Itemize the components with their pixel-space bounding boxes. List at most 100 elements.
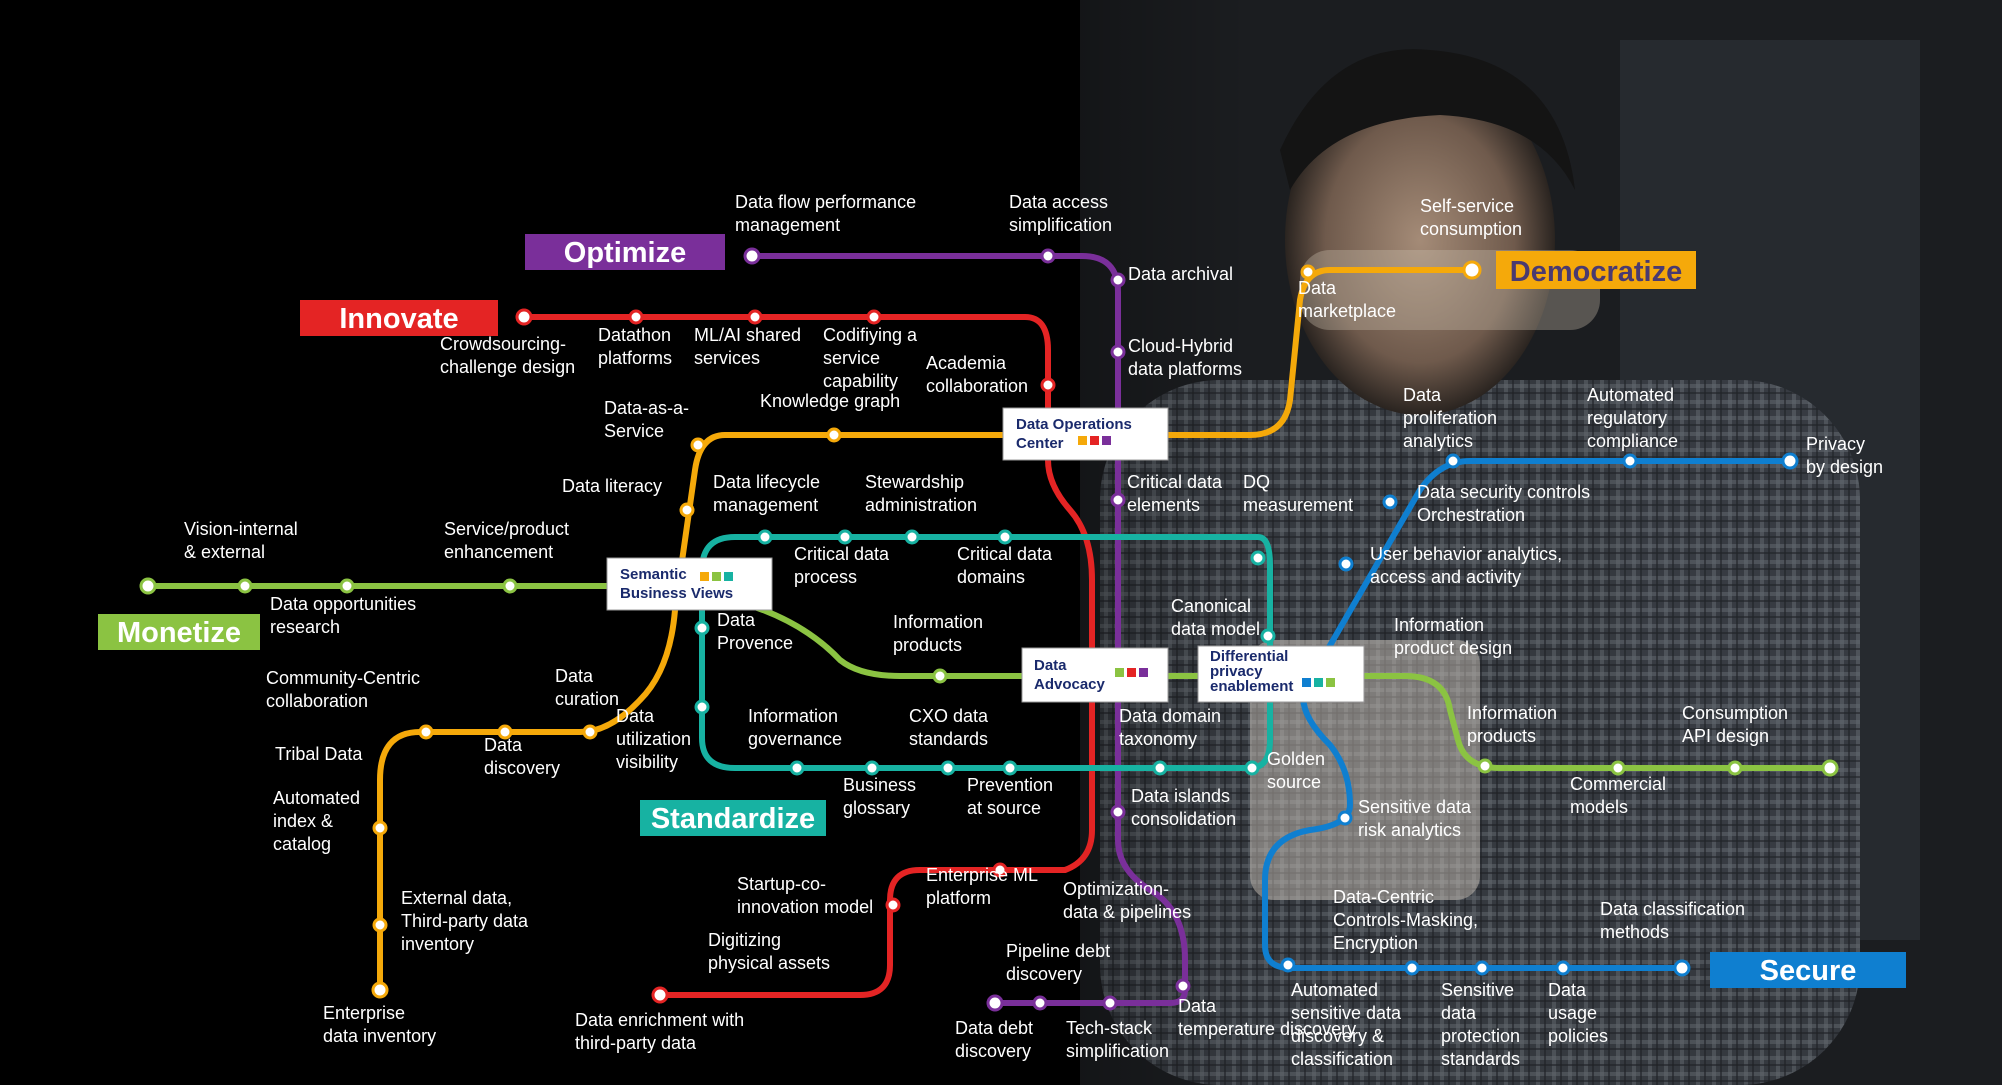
station-label-innovate: Datathon platforms xyxy=(598,325,672,368)
station-label-secure: Sensitive data protection standards xyxy=(1441,980,1520,1069)
station-dot xyxy=(1280,957,1296,973)
station-label-monetize: Information products xyxy=(1467,703,1557,746)
hub-label: Semantic Business Views xyxy=(620,566,733,602)
station-label-democratize: Tribal Data xyxy=(275,744,363,764)
station-dot xyxy=(1102,995,1118,1011)
optimize-banner: Optimize xyxy=(525,234,725,270)
station-dot xyxy=(1477,758,1493,774)
station-label-democratize: Community-Centric collaboration xyxy=(266,668,420,711)
station-dot xyxy=(757,529,773,545)
station-label-innovate: Digitizing physical assets xyxy=(708,930,830,973)
secure-line xyxy=(1262,458,1793,971)
station-label-democratize: Knowledge graph xyxy=(760,391,900,411)
station-label-optimize: Pipeline debt discovery xyxy=(1006,941,1110,984)
station-dot xyxy=(690,437,706,453)
station-dot xyxy=(1727,760,1743,776)
station-dot xyxy=(1032,995,1048,1011)
station-dot xyxy=(372,820,388,836)
station-label-secure: Data-Centric Controls-Masking, Encryption xyxy=(1333,887,1478,953)
station-dot xyxy=(1673,959,1691,977)
station-label-secure: Data classification methods xyxy=(1600,899,1745,942)
democratize-banner: Democratize xyxy=(1496,251,1696,289)
hub-label: Data Operations Center xyxy=(1016,416,1132,452)
station-dot xyxy=(1821,759,1839,777)
station-label-optimize: Data archival xyxy=(1128,264,1233,284)
innovate-banner: Innovate xyxy=(300,300,498,336)
station-dot xyxy=(515,308,533,326)
station-label-standardize: Information governance xyxy=(748,706,842,749)
optimize-title: Optimize xyxy=(564,237,686,269)
secure-banner: Secure xyxy=(1710,952,1906,988)
standardize-title: Standardize xyxy=(651,803,815,835)
station-label-secure: Automated sensitive data discovery & classi… xyxy=(1291,980,1402,1069)
station-dot xyxy=(237,578,253,594)
station-dot xyxy=(864,760,880,776)
station-label-standardize: Business glossary xyxy=(843,775,916,818)
hub-semantic-business-views: Semantic Business Views xyxy=(606,557,773,611)
station-dot xyxy=(1040,248,1056,264)
station-dot xyxy=(826,427,842,443)
democratize-title: Democratize xyxy=(1510,256,1682,288)
station-label-standardize: Data lifecycle management xyxy=(713,472,820,515)
station-label-optimize: Cloud-Hybrid data platforms xyxy=(1128,336,1242,379)
station-label-democratize: Self-service consumption xyxy=(1420,196,1522,239)
station-label-democratize: Data-as-a-Service xyxy=(604,398,689,441)
station-dot xyxy=(694,699,710,715)
station-label-standardize: Canonical data model xyxy=(1171,596,1260,639)
station-dot xyxy=(986,994,1004,1012)
station-label-monetize: Service/product enhancement xyxy=(444,519,569,562)
station-label-standardize: Prevention at source xyxy=(967,775,1053,818)
station-label-optimize: Data temperature discovery xyxy=(1178,996,1356,1039)
station-label-democratize: Data literacy xyxy=(562,476,662,496)
optimize-line xyxy=(749,253,1188,1006)
station-label-innovate: ML/AI shared services xyxy=(694,325,801,368)
station-label-innovate: Enterprise ML platform xyxy=(926,865,1038,908)
station-dot xyxy=(1175,978,1191,994)
station-dot xyxy=(1244,760,1260,776)
station-dot xyxy=(1555,960,1571,976)
station-label-secure: User behavior analytics, access and activ… xyxy=(1370,544,1562,587)
station-label-democratize: External data, Third-party data inventory xyxy=(401,888,529,954)
station-dot xyxy=(789,760,805,776)
hub-data-operations-center: Data Operations Center xyxy=(1002,407,1169,461)
station-label-standardize: Data utilization visibility xyxy=(616,706,691,772)
station-dot xyxy=(1622,453,1638,469)
station-label-innovate: Academia collaboration xyxy=(926,353,1028,396)
station-dot xyxy=(932,668,948,684)
station-label-secure: Automated regulatory compliance xyxy=(1587,385,1678,451)
station-dot xyxy=(497,724,513,740)
station-label-monetize: Consumption API design xyxy=(1682,703,1788,746)
station-label-optimize: Tech-stack simplification xyxy=(1066,1018,1169,1061)
station-dot xyxy=(1781,452,1799,470)
standardize-banner: Standardize xyxy=(640,800,826,836)
station-label-secure: Data proliferation analytics xyxy=(1403,385,1497,451)
station-label-democratize: Automated index & catalog xyxy=(273,788,360,854)
station-dot xyxy=(743,247,761,265)
station-dot xyxy=(1474,960,1490,976)
station-dot xyxy=(1110,272,1126,288)
monetize-title: Monetize xyxy=(117,617,241,649)
station-label-secure: Sensitive data risk analytics xyxy=(1358,797,1472,840)
station-dot xyxy=(997,529,1013,545)
station-label-secure: Data usage policies xyxy=(1548,980,1608,1046)
hub-data-advocacy: Data Advocacy xyxy=(1021,647,1169,703)
station-labels: Data flow performance management Data acce… xyxy=(184,192,1883,1069)
station-label-democratize: Data marketplace xyxy=(1298,278,1396,321)
station-dot xyxy=(651,986,669,1004)
monetize-banner: Monetize xyxy=(98,614,260,650)
station-label-standardize: Critical data domains xyxy=(957,544,1053,587)
station-dot xyxy=(371,981,389,999)
station-dots xyxy=(139,247,1839,1012)
station-dot xyxy=(866,309,882,325)
station-label-innovate: Crowdsourcing-challenge design xyxy=(440,334,575,377)
station-dot xyxy=(1338,556,1354,572)
station-dot xyxy=(837,529,853,545)
station-dot xyxy=(904,529,920,545)
station-dot xyxy=(502,578,518,594)
station-label-optimize: Data debt discovery xyxy=(955,1018,1033,1061)
station-dot xyxy=(1382,494,1398,510)
station-dot xyxy=(372,917,388,933)
station-label-optimize: Data access simplification xyxy=(1009,192,1112,235)
